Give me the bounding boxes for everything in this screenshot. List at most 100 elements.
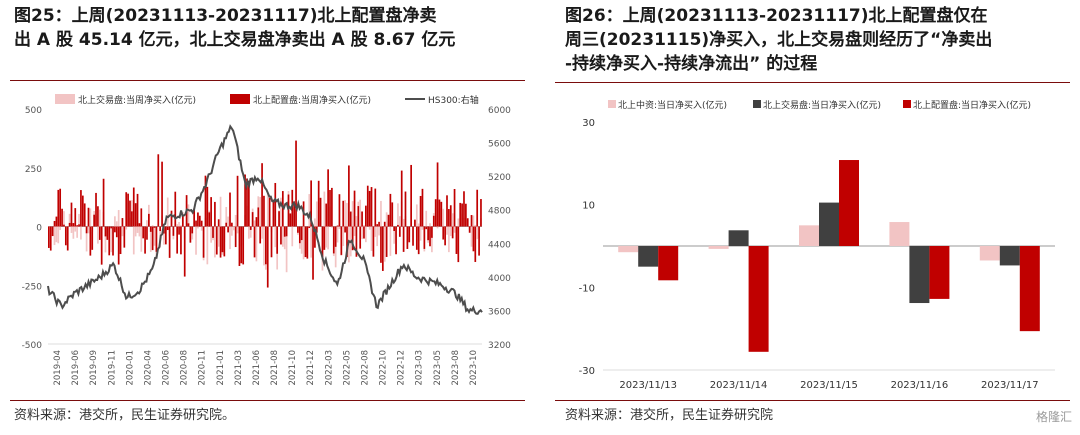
allocation-bar (293, 201, 295, 227)
allocation-bar (427, 226, 429, 241)
allocation-bar (451, 226, 454, 239)
right-y-tick-2: 5200 (488, 173, 511, 183)
trading-bar (153, 226, 156, 246)
right-y-tick-6: 3600 (488, 307, 511, 317)
trading-bar (134, 226, 137, 237)
allocation-bar (49, 226, 52, 251)
trading-bar (97, 226, 99, 244)
allocation-bar (259, 226, 262, 244)
allocation-bar (249, 226, 252, 230)
allocation-bar (404, 191, 407, 227)
allocation-bar (140, 208, 143, 227)
left-title-line-2: 出 A 股 45.14 亿元，北上交易盘净卖出 A 股 8.67 亿元 (14, 30, 456, 50)
allocation-bar (219, 226, 222, 258)
trading-bar (80, 226, 82, 240)
trading-bar (365, 226, 367, 243)
trading-bar (114, 216, 116, 227)
allocation-bar (465, 203, 467, 227)
allocation-bar (170, 210, 173, 227)
trading-bar (393, 226, 396, 244)
allocation-bar (198, 215, 201, 227)
x-tick-11: 2021-06 (252, 350, 262, 386)
allocation-bar (132, 187, 135, 227)
trading-bar (280, 197, 282, 227)
bar-3-1 (909, 246, 930, 304)
legend-swatch-1 (230, 94, 250, 104)
trading-bar (200, 226, 203, 231)
trading-bar (178, 222, 180, 227)
legend-label-hs300: HS300:右轴 (428, 94, 479, 106)
allocation-bar (119, 226, 122, 255)
hs300-line (47, 124, 483, 315)
x-tick-0: 2019-04 (53, 350, 63, 386)
allocation-bar (129, 200, 131, 227)
x-tick-20: 2023-03 (415, 350, 425, 386)
allocation-bar (351, 226, 354, 251)
trading-bar (353, 226, 356, 236)
trading-bar (389, 226, 392, 256)
bar-2-0 (799, 225, 819, 246)
right-chart-title: 图26：上周(20231113-20231117)北上配置盘仅在 周三(2023… (565, 4, 1075, 76)
allocation-bar (414, 219, 416, 227)
allocation-bar (215, 226, 218, 255)
left-title-rule (10, 80, 525, 81)
trading-bar (376, 226, 379, 247)
allocation-bar (166, 226, 169, 231)
allocation-bar (323, 226, 326, 250)
trading-bar (263, 226, 265, 266)
x-tick-21: 2023-05 (433, 350, 443, 386)
allocation-bar (204, 175, 207, 227)
allocation-bar (357, 206, 360, 227)
allocation-bar (372, 226, 375, 257)
allocation-bar (365, 205, 367, 227)
allocation-bar (225, 222, 228, 227)
allocation-bar (446, 195, 448, 227)
allocation-bar (306, 226, 309, 259)
trading-bar (255, 226, 258, 262)
allocation-bar (57, 189, 60, 227)
trading-bar (55, 226, 58, 243)
trading-bar (57, 226, 60, 244)
watermark: 格隆汇 (1035, 410, 1072, 424)
allocation-bar (383, 221, 386, 227)
allocation-bar (161, 161, 163, 227)
allocation-bar (195, 220, 197, 227)
legend-label-0: 北上中资:当日净买入(亿元) (618, 99, 727, 111)
allocation-bar (389, 193, 392, 227)
allocation-bar (176, 226, 179, 254)
right-source: 资料来源：港交所，民生证券研究院 (565, 408, 774, 423)
allocation-bar (197, 212, 199, 227)
trading-bar (136, 226, 139, 233)
allocation-bar (200, 220, 203, 227)
left-panel: 图25：上周(20231113-20231117)北上配置盘净卖 出 A 股 4… (0, 0, 535, 435)
allocation-bar (276, 226, 279, 254)
x-tick-22: 2023-08 (451, 350, 461, 386)
trading-bar (355, 216, 358, 227)
trading-bar (234, 214, 237, 227)
allocation-bar (64, 226, 67, 246)
allocation-bar (278, 211, 280, 227)
allocation-bar (449, 205, 452, 227)
left-chart: 北上交易盘:当周净买入(亿元) 北上配置盘:当周净买入(亿元) HS300:右轴 50… (22, 94, 511, 386)
allocation-bar (87, 207, 90, 227)
trading-bar (180, 225, 182, 227)
allocation-bar (415, 226, 418, 250)
allocation-bar (123, 226, 126, 248)
allocation-bar (151, 226, 154, 251)
allocation-bar (115, 226, 118, 238)
right-y-tick-5: 4000 (488, 274, 511, 284)
trading-bar (197, 226, 199, 229)
allocation-bar (208, 212, 211, 227)
allocation-bar (214, 201, 216, 227)
trading-bar (266, 193, 269, 227)
trading-bar (361, 226, 363, 240)
allocation-bar (344, 226, 346, 233)
allocation-bar (400, 170, 403, 227)
allocation-bar (81, 195, 84, 227)
allocation-bar (191, 226, 194, 234)
trading-bar (140, 226, 143, 252)
trading-bar (219, 196, 222, 227)
left-source-rule (10, 400, 525, 401)
allocation-bar (268, 197, 271, 227)
x-tick-2: 2019-09 (89, 350, 99, 386)
